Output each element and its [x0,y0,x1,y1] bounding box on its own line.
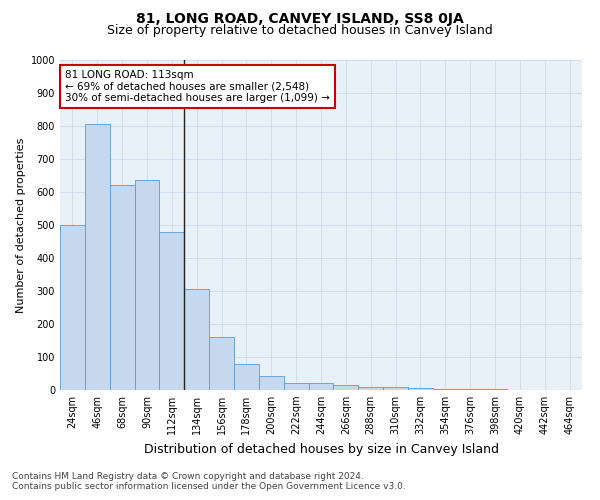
Bar [234,364,259,390]
Bar [259,376,284,390]
Bar [308,382,334,390]
Bar [433,389,458,390]
Text: 81 LONG ROAD: 113sqm
← 69% of detached houses are smaller (2,548)
30% of semi-de: 81 LONG ROAD: 113sqm ← 69% of detached h… [65,70,330,103]
Bar [284,382,308,390]
Bar [334,385,358,390]
Bar [383,388,408,390]
Bar [408,388,433,390]
Y-axis label: Number of detached properties: Number of detached properties [16,138,26,312]
Text: Contains HM Land Registry data © Crown copyright and database right 2024.: Contains HM Land Registry data © Crown c… [12,472,364,481]
Bar [134,180,160,390]
Bar [85,124,110,390]
Bar [184,290,209,390]
Text: 81, LONG ROAD, CANVEY ISLAND, SS8 0JA: 81, LONG ROAD, CANVEY ISLAND, SS8 0JA [136,12,464,26]
Bar [358,386,383,390]
Bar [110,186,134,390]
Bar [160,232,184,390]
Text: Size of property relative to detached houses in Canvey Island: Size of property relative to detached ho… [107,24,493,37]
X-axis label: Distribution of detached houses by size in Canvey Island: Distribution of detached houses by size … [143,442,499,456]
Bar [209,337,234,390]
Bar [60,225,85,390]
Text: Contains public sector information licensed under the Open Government Licence v3: Contains public sector information licen… [12,482,406,491]
